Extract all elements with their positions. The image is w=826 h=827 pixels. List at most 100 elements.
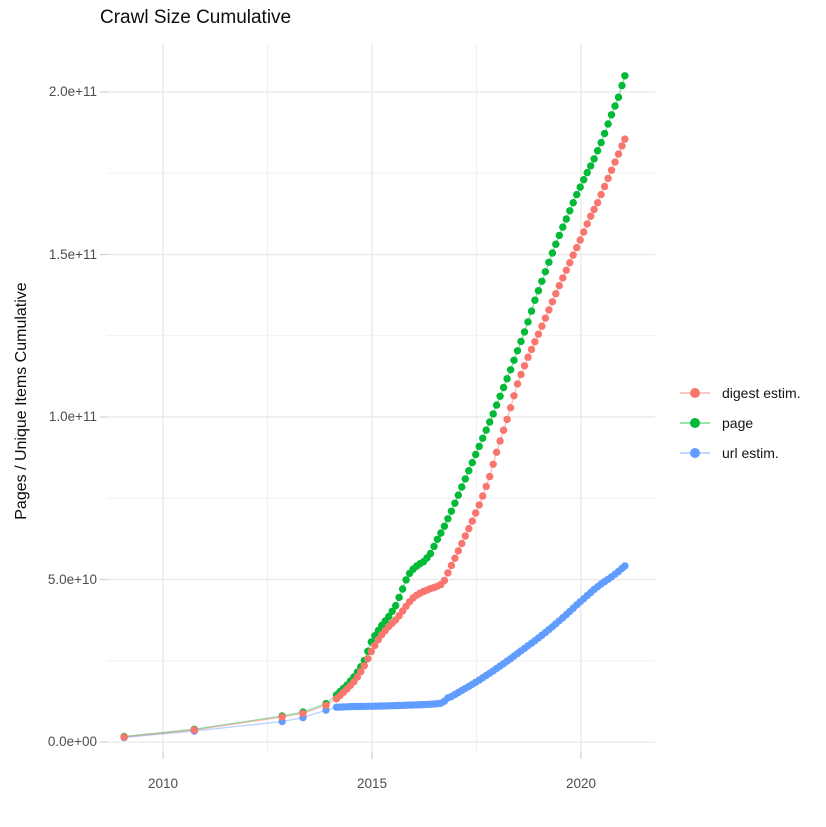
data-point [364,655,372,663]
data-point [600,182,609,191]
data-point [566,259,574,267]
data-point [433,535,442,543]
data-point [388,607,396,615]
data-point [562,266,570,274]
data-point [569,199,577,207]
data-point [299,709,307,718]
data-point [392,601,400,610]
x-tick-label: 2020 [565,776,597,791]
data-point [357,667,365,676]
y-tick-label: 1.5e+11 [48,246,97,262]
data-point [614,93,623,101]
data-point [468,517,476,525]
data-point [503,375,511,383]
data-point [489,460,497,468]
data-point [503,415,511,424]
legend-item-page: page [678,408,801,438]
data-point [541,268,550,276]
data-point [607,111,616,119]
data-point [510,392,518,400]
data-point [590,205,598,214]
data-point [367,647,375,656]
data-point [527,345,536,354]
data-point [548,298,557,306]
data-point [576,236,584,244]
data-point [472,450,480,459]
x-tick-label: 2015 [356,776,388,791]
data-point [486,418,494,426]
series-points-page [120,72,629,741]
data-point [524,353,532,361]
data-point [499,426,508,434]
y-axis-title: Pages / Unique Items Cumulative [13,282,30,520]
data-point [461,532,469,540]
data-point [510,356,518,364]
data-point [430,542,438,551]
data-point [593,147,602,155]
legend-label: digest estim. [722,385,801,401]
data-point [538,277,546,285]
data-point [524,318,532,326]
data-point [278,713,286,721]
data-point [440,576,449,585]
data-point [482,482,490,491]
data-point [458,483,466,491]
data-point [353,673,362,681]
data-point [120,733,128,741]
legend-key-icon [678,413,712,433]
data-point [440,522,449,530]
data-point [559,223,567,231]
data-point [583,168,591,177]
data-point [496,437,504,445]
data-point [520,328,529,336]
data-point [611,102,619,110]
data-point [444,569,452,577]
data-point [590,155,598,163]
data-point [534,330,543,338]
data-point [531,296,539,304]
legend: digest estim. page url estim. [678,378,801,468]
data-point [580,176,588,184]
legend-dot-icon [690,388,700,398]
data-point [555,281,563,290]
data-point [562,215,570,223]
data-point [583,220,591,228]
data-point [614,150,623,158]
data-point [479,434,487,442]
data-point [461,475,469,483]
data-point [597,138,605,147]
data-point [472,509,480,517]
legend-item-url-estim: url estim. [678,438,801,468]
legend-label: url estim. [722,445,779,461]
data-point [496,392,504,400]
data-point [475,501,483,509]
data-point [621,72,629,80]
data-point [552,290,560,298]
plot-title: Crawl Size Cumulative [100,7,292,28]
data-point [587,212,595,220]
data-point [576,183,584,191]
y-tick-label: 0.0e+00 [47,734,97,749]
data-point [604,120,612,128]
data-point [458,539,466,548]
data-point [398,585,407,593]
data-point [513,380,522,388]
data-point [371,641,379,650]
data-point [573,190,581,199]
data-point [492,448,501,456]
data-point [447,507,456,515]
data-point [444,515,452,523]
y-tick-label: 2.0e+11 [48,84,97,99]
data-point [573,243,581,252]
data-point [447,561,456,570]
legend-key-icon [678,383,712,403]
data-point [506,366,515,374]
data-point [517,370,525,379]
data-point [527,307,536,315]
data-point [437,529,445,537]
data-point [555,231,563,240]
y-tick-label: 1.0e+11 [48,409,97,424]
legend-label: page [722,415,754,431]
data-point [451,554,459,562]
